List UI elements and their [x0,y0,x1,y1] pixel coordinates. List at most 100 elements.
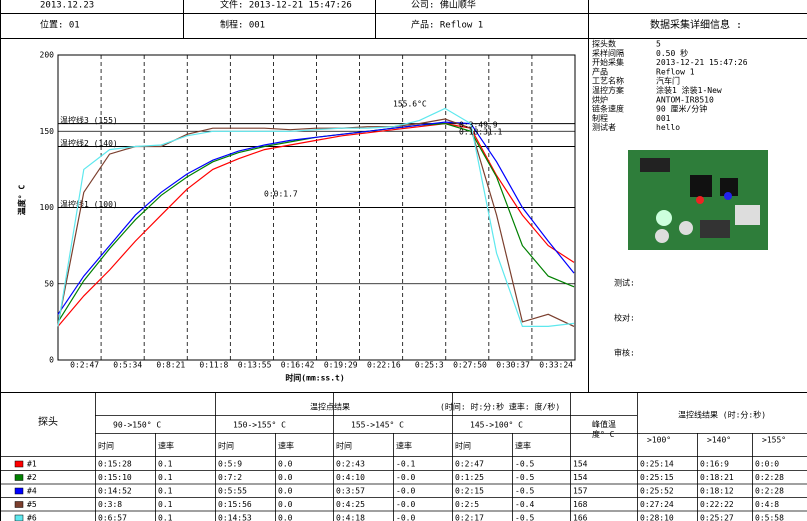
table-cell: 0:18:21 [700,473,734,482]
x-tick-label: 0:11:8 [199,361,228,370]
line-title: 温控线结果 (时:分:秒) [678,410,766,420]
header-info-title: 数据采集详细信息 : [650,18,742,31]
x-tick-label: 0:22:16 [367,361,401,370]
table-cell: 0:0:0 [755,460,779,469]
table-cell: 0:2:17 [455,514,484,521]
y-tick-label: 50 [44,279,54,288]
probe-name: #6 [27,514,37,521]
x-axis-title: 时间(mm:ss.t) [285,373,344,383]
table-cell: 0:5:55 [218,487,247,496]
series-line [57,121,575,315]
sub-header: 时间 [455,441,471,451]
y-tick-label: 0 [49,356,54,365]
table-cell: 0:2:47 [455,460,484,469]
table-cell: 0:15:56 [218,500,252,509]
table-cell: 0:22:22 [700,500,734,509]
range-header: 90->150° C [113,421,161,430]
signoff-label: 校对: [614,313,635,323]
table-cell: 168 [573,500,588,509]
series-line [57,122,575,323]
table-cell: 0.1 [158,487,173,496]
x-tick-label: 0:27:50 [453,361,487,370]
table-cell: 0:25:14 [640,460,674,469]
x-tick-label: 0:5:34 [113,361,142,370]
table-cell: 154 [573,460,588,469]
table-cell: 0.0 [278,473,293,482]
x-tick-label: 0:19:29 [324,361,358,370]
line-col-header: >155° [762,436,786,445]
reference-label: 温控线1 (100) [60,199,118,209]
x-tick-label: 0:13:55 [238,361,272,370]
table-cell: 0:25:27 [700,514,734,521]
table-cell: 0:27:24 [640,500,674,509]
probe-name: #5 [27,500,37,509]
table-cell: 0:25:52 [640,487,674,496]
table-cell: 0:4:18 [336,514,365,521]
table-cell: 154 [573,473,588,482]
table-cell: 0:16:9 [700,460,729,469]
series-line [57,107,575,327]
sub-header: 速率 [158,441,174,451]
legend-swatch [14,474,24,481]
table-cell: 0:6:57 [98,514,127,521]
info-value: ANTOM-IR8510 [656,95,714,104]
probe-name: #2 [27,473,37,482]
x-tick-label: 0:8:21 [156,361,185,370]
info-value: 2013-12-21 15:47:26 [656,58,748,67]
annotation: 155.6°C [393,100,427,109]
info-value: 汽车门 [656,76,680,86]
range-header: 150->155° C [233,421,286,430]
y-tick-label: 200 [40,51,55,60]
table-cell: 0:4:8 [755,500,779,509]
table-cell: 0:7:2 [218,473,242,482]
x-tick-label: 0:30:37 [496,361,530,370]
sub-header: 速率 [278,441,294,451]
header-product: 产品: Reflow 1 [411,19,483,31]
series-line [57,122,575,327]
x-tick-label: 0:16:42 [281,361,315,370]
table-cell: 0:2:15 [455,487,484,496]
table-cell: 0.0 [278,460,293,469]
table-cell: 0:1:25 [455,473,484,482]
table-cell: -0.0 [396,514,415,521]
group-title: 温控点结果 [310,402,350,412]
table-cell: 0:14:53 [218,514,252,521]
info-value: 5 [656,40,661,49]
header-file: 文件: 2013-12-21 15:47:26 [220,0,352,11]
info-value: 90 厘米/分钟 [656,104,707,114]
table-cell: 0:2:28 [755,473,784,482]
sub-header: 时间 [98,441,114,451]
info-label: 产品 [592,66,608,76]
info-value: 0.50 秒 [656,48,688,58]
info-label: 烘炉 [592,94,608,104]
header-date: 2013.12.23 [40,1,94,11]
table-cell: 166 [573,514,588,521]
table-cell: 0:4:25 [336,500,365,509]
table-cell: -0.0 [396,500,415,509]
table-cell: 0:3:8 [98,500,122,509]
table-cell: 0:2:5 [455,500,479,509]
series-line [57,118,575,327]
info-label: 工艺名称 [592,76,624,86]
info-label: 链条速度 [592,104,624,114]
table-cell: 0.1 [158,514,173,521]
legend-swatch [14,487,24,495]
info-label: 开始采集 [592,57,624,67]
signoff-label: 审核: [614,348,635,358]
table-cell: 0.0 [278,514,293,521]
range-header: 155->145° C [351,421,404,430]
y-tick-label: 150 [40,127,55,136]
table-cell: -0.5 [515,460,534,469]
sub-header: 时间 [336,441,352,451]
table-cell: -0.5 [515,514,534,521]
sub-header: 速率 [396,441,412,451]
info-value: hello [656,123,680,132]
table-cell: -0.0 [396,487,415,496]
table-cell: -0.5 [515,487,534,496]
probe-name: #1 [27,460,37,469]
x-tick-label: 0:25:3 [415,361,444,370]
y-tick-label: 100 [40,203,55,212]
table-cell: 0:5:9 [218,460,242,469]
